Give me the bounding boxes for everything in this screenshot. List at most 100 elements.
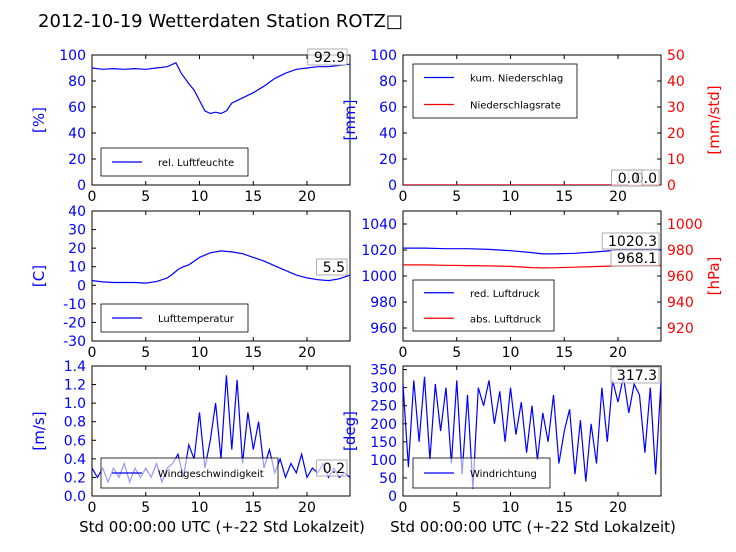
- panel-6-ytick-label: 0: [388, 489, 397, 505]
- panel-5-value-label: 0.2: [323, 461, 345, 477]
- x-axis-label-left: Std 00:00:00 UTC (+-22 Std Lokalzeit): [79, 518, 365, 536]
- panel-5-ytick-label: 1.0: [64, 396, 86, 412]
- panel-5-ytick-label: 0.2: [64, 470, 86, 486]
- panel-3-ytick-label: 20: [68, 241, 86, 257]
- panel-4-ylabel2: [hPa]: [705, 257, 723, 296]
- panel-3-ytick-label: 40: [68, 204, 86, 220]
- panel-6-value-label: 317.3: [617, 368, 657, 384]
- figure-title: 2012-10-19 Wetterdaten Station ROTZ□: [38, 11, 403, 32]
- panel-4-ytick-label: 960: [370, 321, 397, 337]
- panel-2-ylabel2: [mm/std]: [705, 85, 723, 154]
- panel-3-xtick-label: 0: [88, 345, 97, 361]
- panel-2-ytick2-label: 50: [667, 48, 685, 64]
- panel-4-xtick-label: 15: [555, 345, 573, 361]
- panel-4-ytick2-label: 960: [667, 269, 694, 285]
- panel-3-xtick-label: 20: [298, 345, 316, 361]
- panel-5-ytick-label: 1.4: [64, 359, 86, 375]
- panel-1-value-label: 92.9: [314, 50, 345, 66]
- panel-5-legend-label: Windgeschwindigkeit: [158, 469, 264, 480]
- panel-2-legend-label: kum. Niederschlag: [470, 74, 563, 85]
- x-axis-label-right: Std 00:00:00 UTC (+-22 Std Lokalzeit): [390, 518, 676, 536]
- panel-2-ytick2-label: 40: [667, 74, 685, 90]
- panel-4-ytick2-label: 920: [667, 321, 694, 337]
- panel-5-ylabel: [m/s]: [30, 411, 48, 450]
- panel-3-ytick-label: 0: [77, 278, 86, 294]
- panel-4-xtick-label: 20: [609, 345, 627, 361]
- panel-5-value-box: [316, 459, 348, 477]
- panel-3-value-box: [316, 258, 348, 276]
- panel-3-ylabel: [C]: [30, 265, 48, 287]
- panel-6-legend-label: Windrichtung: [470, 469, 537, 480]
- panel-2-ytick-label: 40: [379, 126, 397, 142]
- panel-1-xtick-label: 0: [88, 189, 97, 205]
- panel-6-series-line: [403, 376, 661, 489]
- panel-2-ylabel: [mm]: [341, 100, 359, 141]
- panel-5-ytick-label: 0.6: [64, 433, 86, 449]
- panel-2: 0 5 10 15 20 0 20 40 60 80 100 [mm] 0 10 20 30 40 50 [mm/s…: [341, 48, 723, 205]
- panel-4-xtick-label: 0: [399, 345, 408, 361]
- panel-4-xtick-label: 5: [452, 345, 461, 361]
- panel-6-xtick-label: 20: [609, 500, 627, 516]
- panel-4-value-label: 1020.3: [608, 234, 657, 250]
- panel-2-ytick-label: 20: [379, 152, 397, 168]
- panel-3-xtick-label: 5: [141, 345, 150, 361]
- panel-1-xtick-label: 10: [191, 189, 209, 205]
- panel-1-legend-label: rel. Luftfeuchte: [158, 158, 234, 169]
- panel-4-ytick-label: 980: [370, 295, 397, 311]
- panel-2-ytick2-label: 20: [667, 126, 685, 142]
- panel-6-xtick-label: 0: [399, 500, 408, 516]
- panel-3-xtick-label: 15: [244, 345, 262, 361]
- panel-1-ytick-label: 100: [59, 48, 86, 64]
- panel-1-ytick-label: 40: [68, 126, 86, 142]
- panel-2-xtick-label: 10: [502, 189, 520, 205]
- panel-2-xtick-label: 0: [399, 189, 408, 205]
- panel-1-series-line: [92, 62, 350, 115]
- panel-5-xtick-label: 5: [141, 500, 150, 516]
- panel-2-ytick-label: 0: [388, 178, 397, 194]
- panel-5-xtick-label: 20: [298, 500, 316, 516]
- panel-6-ytick-label: 300: [370, 381, 397, 397]
- panel-6-ytick-label: 50: [379, 471, 397, 487]
- panel-5-xtick-label: 15: [244, 500, 262, 516]
- panel-4-value-box: [601, 232, 660, 250]
- panel-3-value-label: 5.5: [323, 260, 345, 276]
- panel-3-ytick-label: -20: [63, 315, 86, 331]
- panel-3: 0 5 10 15 20 -30 -20 -10 0 10 20 30 40 [C] Lufttempera…: [30, 204, 351, 361]
- panel-4-legend-label: red. Luftdruck: [470, 289, 540, 300]
- panel-3-series-line: [92, 250, 350, 284]
- panel-6-ytick-label: 100: [370, 453, 397, 469]
- panel-1-ytick-label: 60: [68, 100, 86, 116]
- panel-1-ytick-label: 20: [68, 152, 86, 168]
- panel-6-ylabel: [deg]: [341, 411, 359, 451]
- panel-5-ytick-label: 0.8: [64, 415, 86, 431]
- panel-5-xtick-label: 10: [191, 500, 209, 516]
- panel-1-xtick-label: 15: [244, 189, 262, 205]
- panel-4-value-label: 968.1: [617, 251, 657, 267]
- panel-6-value-box: [610, 366, 660, 384]
- panel-3-ytick-label: 30: [68, 223, 86, 239]
- panel-4-ytick-label: 1000: [361, 269, 397, 285]
- panel-1-ytick-label: 0: [77, 178, 86, 194]
- panel-4-value-box: [610, 249, 660, 267]
- panel-6-xtick-label: 15: [555, 500, 573, 516]
- panel-1: 0 5 10 15 20 0 20 40 60 80 100 [%] rel. Luftfeuchte 9…: [30, 48, 351, 205]
- panel-1-value-box: [307, 48, 348, 66]
- panel-4-xtick-label: 10: [502, 345, 520, 361]
- panel-6-ytick-label: 250: [370, 399, 397, 415]
- panel-1-xtick-label: 20: [298, 189, 316, 205]
- panel-3-legend-label: Lufttemperatur: [158, 314, 235, 325]
- panel-4-ytick2-label: 1000: [667, 217, 703, 233]
- panel-4-ytick-label: 1040: [361, 217, 397, 233]
- panel-1-ytick-label: 80: [68, 74, 86, 90]
- panel-1-ylabel: [%]: [30, 107, 48, 133]
- panel-4-ytick2-label: 940: [667, 295, 694, 311]
- panel-2-xtick-label: 15: [555, 189, 573, 205]
- panel-6-ytick-label: 200: [370, 417, 397, 433]
- panel-4-legend-box: [412, 279, 555, 332]
- panel-3-ytick-label: -30: [63, 334, 86, 350]
- panel-2-ytick-label: 80: [379, 74, 397, 90]
- panel-2-ytick-label: 100: [370, 48, 397, 64]
- panel-2-xtick-label: 20: [609, 189, 627, 205]
- panel-3-xtick-label: 10: [191, 345, 209, 361]
